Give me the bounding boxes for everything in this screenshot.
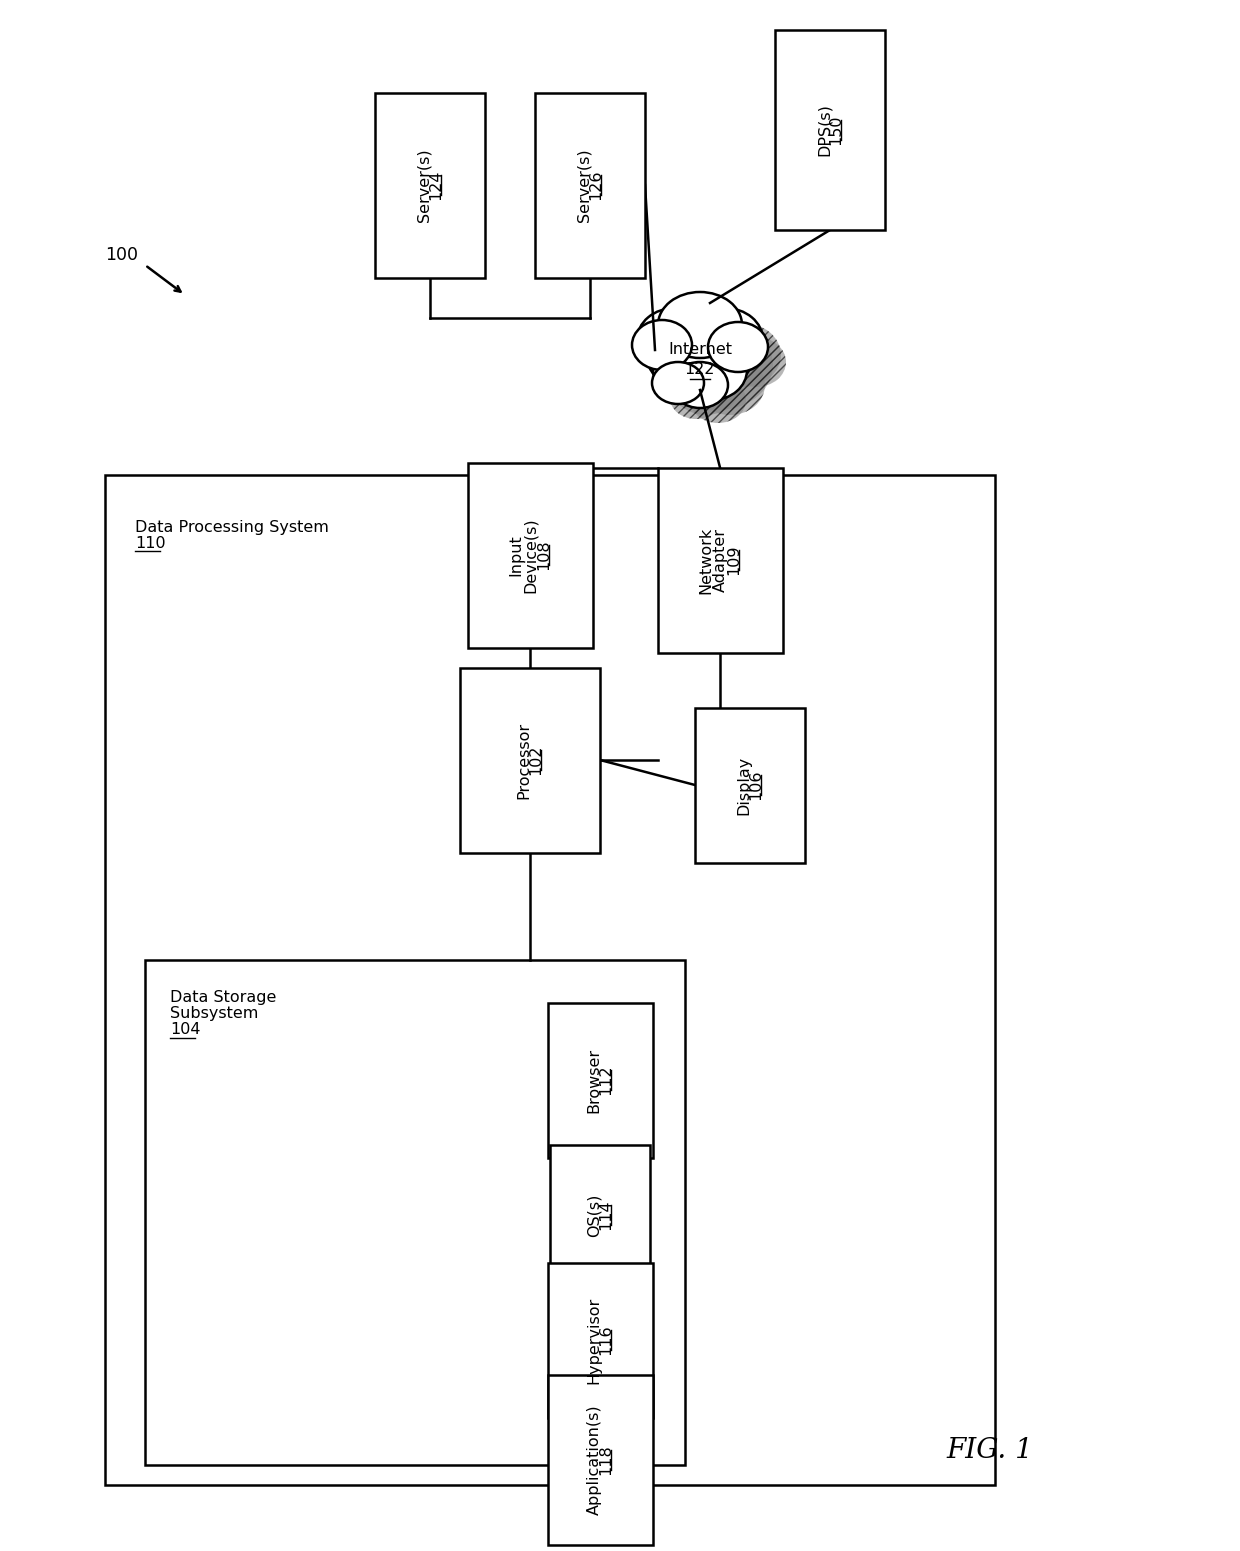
Bar: [460, 667, 600, 853]
Ellipse shape: [650, 335, 711, 385]
Ellipse shape: [706, 323, 781, 388]
Text: Application(s): Application(s): [587, 1405, 601, 1515]
Bar: [467, 462, 593, 647]
Ellipse shape: [689, 377, 746, 423]
Text: 104: 104: [170, 1022, 201, 1038]
Text: Network: Network: [698, 526, 713, 594]
Ellipse shape: [687, 309, 763, 372]
Text: 118: 118: [599, 1444, 614, 1475]
Bar: [548, 1263, 652, 1418]
Bar: [657, 467, 782, 653]
Text: FIG. 1: FIG. 1: [946, 1436, 1033, 1464]
Text: 114: 114: [599, 1199, 614, 1230]
Bar: [145, 960, 684, 1466]
Ellipse shape: [637, 309, 713, 372]
Ellipse shape: [663, 320, 773, 409]
Ellipse shape: [670, 377, 722, 419]
Text: Processor: Processor: [517, 721, 532, 799]
Ellipse shape: [725, 337, 786, 388]
Text: 150: 150: [828, 115, 843, 146]
Bar: [551, 1145, 650, 1284]
Text: DPS(s): DPS(s): [816, 104, 832, 157]
Text: 106: 106: [749, 769, 764, 800]
Bar: [775, 29, 885, 230]
Bar: [105, 475, 994, 1484]
Text: Device(s): Device(s): [522, 516, 537, 592]
Ellipse shape: [658, 292, 742, 358]
Text: 112: 112: [599, 1064, 614, 1095]
Bar: [374, 93, 485, 278]
Text: 100: 100: [105, 247, 138, 264]
Text: Internet: Internet: [668, 343, 732, 357]
Bar: [548, 1002, 652, 1157]
Text: 108: 108: [537, 540, 552, 571]
Ellipse shape: [677, 340, 746, 400]
Ellipse shape: [671, 355, 742, 416]
Ellipse shape: [708, 323, 768, 372]
Text: Display: Display: [737, 755, 751, 814]
Text: OS(s): OS(s): [587, 1193, 601, 1236]
Text: Adapter: Adapter: [713, 527, 728, 592]
Text: 116: 116: [599, 1325, 614, 1356]
Text: 110: 110: [135, 535, 166, 551]
Ellipse shape: [694, 355, 765, 416]
Ellipse shape: [676, 307, 760, 372]
Ellipse shape: [652, 361, 704, 403]
Text: Data Processing System: Data Processing System: [135, 520, 329, 535]
Text: Hypervisor: Hypervisor: [587, 1297, 601, 1383]
Text: Data Storage: Data Storage: [170, 990, 277, 1005]
Text: 109: 109: [727, 544, 742, 575]
Ellipse shape: [655, 323, 732, 388]
Text: Server(s): Server(s): [577, 149, 591, 222]
Ellipse shape: [653, 340, 723, 400]
Bar: [548, 1376, 652, 1545]
Ellipse shape: [672, 361, 728, 408]
Bar: [694, 707, 805, 862]
Text: 102: 102: [528, 744, 543, 776]
Ellipse shape: [632, 320, 692, 371]
Text: 122: 122: [684, 363, 715, 377]
Text: 124: 124: [429, 169, 444, 200]
Text: 126: 126: [589, 169, 604, 200]
Text: Input: Input: [508, 534, 523, 575]
Bar: [534, 93, 645, 278]
Text: Server(s): Server(s): [417, 149, 432, 222]
Text: Subsystem: Subsystem: [170, 1007, 258, 1021]
Ellipse shape: [645, 306, 755, 396]
Text: Browser: Browser: [587, 1047, 601, 1112]
